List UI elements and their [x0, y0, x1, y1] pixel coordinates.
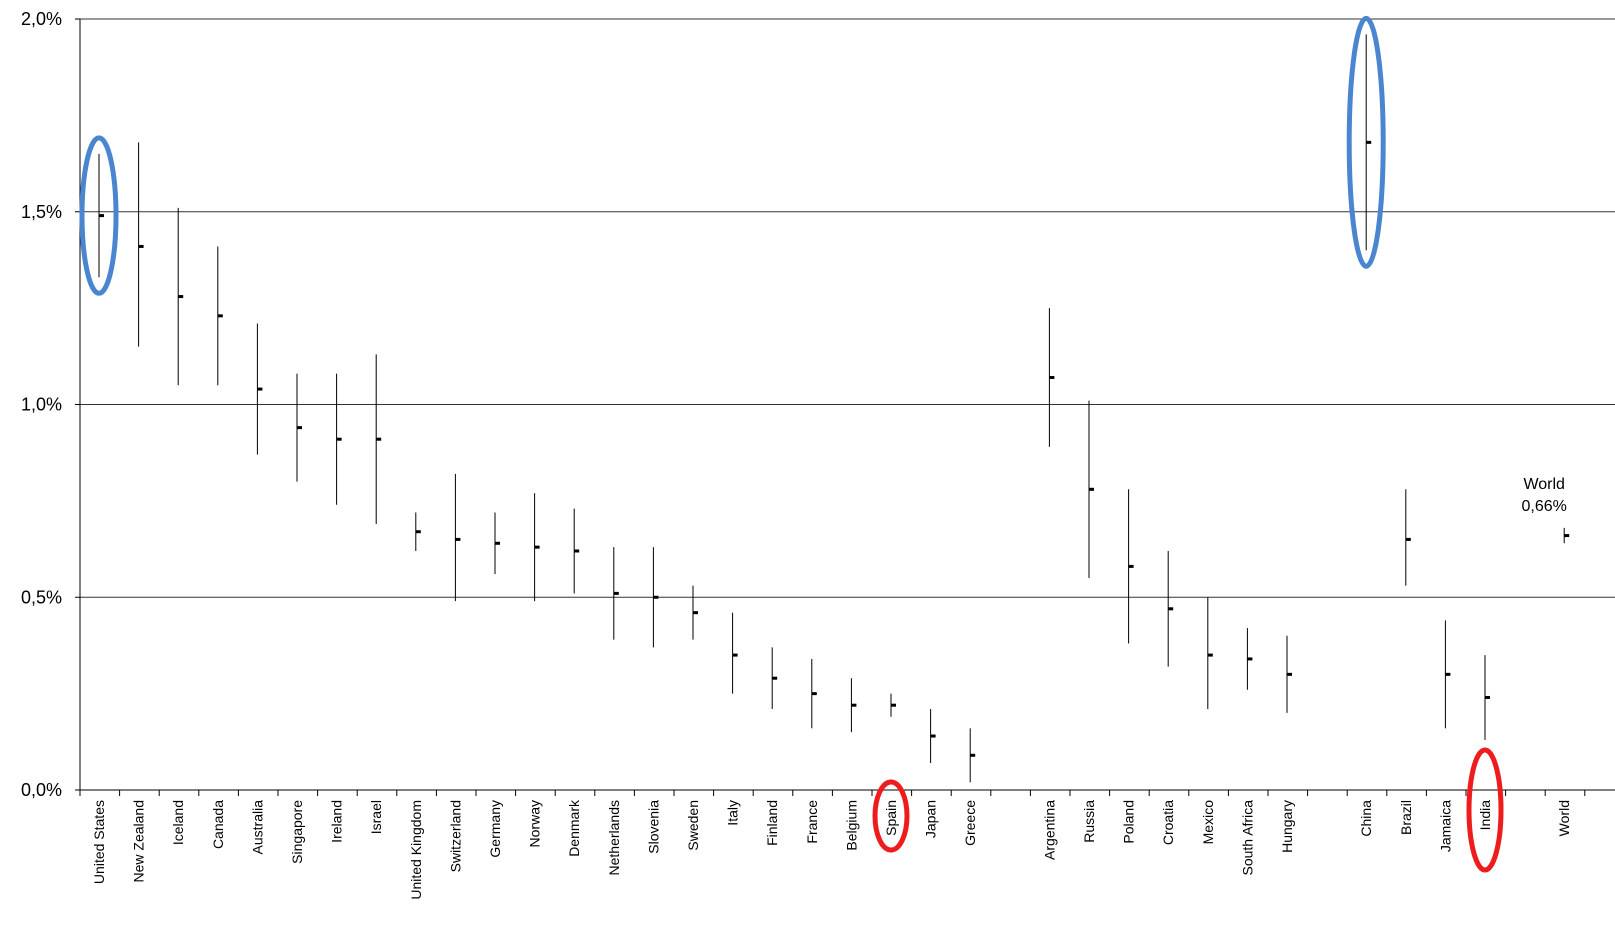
x-tick-label-russia: Russia — [1081, 800, 1097, 843]
point-marker-hungary — [1287, 672, 1292, 676]
point-marker-china — [1366, 140, 1372, 144]
point-marker-ireland — [336, 437, 342, 441]
annotations: World 0,66% — [1522, 476, 1567, 515]
x-tick-label-iceland: Iceland — [170, 800, 186, 845]
point-marker-canada — [217, 314, 223, 318]
x-tick-label-sweden: Sweden — [685, 800, 701, 851]
gridlines — [80, 18, 1615, 598]
highlight-ellipses — [79, 15, 1504, 873]
x-tick-label-china: China — [1358, 800, 1374, 837]
y-tick-labels: 0,0% 0,5% 1,0% 1,5% 2,0% — [21, 9, 62, 800]
world-annotation-value: 0,66% — [1522, 498, 1567, 515]
x-tick-label-japan: Japan — [923, 800, 939, 838]
highlight-ellipse-united-states — [79, 135, 119, 296]
point-marker-jamaica — [1445, 672, 1451, 676]
axes — [75, 18, 1615, 796]
x-tick-label-switzerland: Switzerland — [447, 800, 463, 872]
x-tick-label-new-zealand: New Zealand — [131, 800, 147, 883]
x-tick-label-south-africa: South Africa — [1239, 800, 1255, 876]
point-marker-argentina — [1049, 376, 1055, 380]
point-marker-india — [1485, 695, 1490, 699]
point-marker-singapore — [297, 426, 302, 430]
y-tick-label: 0,5% — [21, 587, 62, 607]
x-tick-label-france: France — [804, 800, 820, 844]
x-tick-label-canada: Canada — [210, 800, 226, 849]
x-tick-label-india: India — [1477, 800, 1493, 831]
x-tick-label-world: World — [1556, 800, 1572, 836]
x-tick-label-mexico: Mexico — [1200, 800, 1216, 845]
point-marker-israel — [376, 437, 382, 441]
world-annotation-label: World — [1523, 476, 1565, 493]
point-marker-united-kingdom — [415, 530, 421, 534]
y-tick-label: 2,0% — [21, 9, 62, 29]
point-marker-switzerland — [455, 537, 461, 541]
x-tick-label-finland: Finland — [764, 800, 780, 846]
point-marker-mexico — [1207, 653, 1213, 657]
x-tick-label-italy: Italy — [725, 800, 741, 826]
x-tick-label-australia: Australia — [249, 800, 265, 855]
x-tick-label-united-kingdom: United Kingdom — [408, 800, 424, 900]
x-tick-label-jamaica: Jamaica — [1437, 800, 1453, 852]
x-tick-label-netherlands: Netherlands — [606, 800, 622, 876]
y-tick-label: 0,0% — [21, 780, 62, 800]
error-bars — [98, 34, 1570, 783]
x-tick-label-germany: Germany — [487, 800, 503, 858]
point-marker-russia — [1089, 487, 1094, 491]
x-tick-label-poland: Poland — [1121, 800, 1137, 844]
point-marker-croatia — [1168, 607, 1174, 611]
point-marker-greece — [970, 753, 976, 757]
highlight-ellipse-china — [1346, 15, 1386, 269]
point-marker-denmark — [574, 549, 580, 553]
point-marker-netherlands — [613, 591, 619, 595]
point-marker-sweden — [693, 611, 698, 615]
point-marker-new-zealand — [138, 244, 144, 248]
point-marker-united-states — [99, 214, 104, 218]
point-marker-japan — [930, 734, 936, 738]
x-tick-label-brazil: Brazil — [1398, 800, 1414, 835]
x-tick-label-denmark: Denmark — [566, 799, 582, 857]
point-marker-italy — [732, 653, 738, 657]
x-tick-label-ireland: Ireland — [329, 800, 345, 843]
point-marker-spain — [891, 703, 896, 707]
point-marker-poland — [1128, 564, 1134, 568]
x-tick-label-greece: Greece — [962, 800, 978, 846]
point-marker-belgium — [851, 703, 857, 707]
point-marker-iceland — [178, 295, 184, 299]
highlight-ellipse-india — [1466, 747, 1504, 873]
point-marker-france — [811, 692, 817, 696]
highlight-ellipse-spain — [872, 779, 910, 853]
point-marker-norway — [534, 545, 540, 549]
x-tick-label-israel: Israel — [368, 800, 384, 834]
x-tick-label-slovenia: Slovenia — [645, 800, 661, 854]
x-tick-label-belgium: Belgium — [843, 800, 859, 851]
point-marker-germany — [495, 541, 500, 545]
point-marker-world — [1564, 534, 1570, 538]
x-tick-label-argentina: Argentina — [1041, 800, 1057, 860]
x-tick-label-spain: Spain — [883, 800, 899, 836]
point-marker-brazil — [1405, 537, 1411, 541]
point-marker-slovenia — [653, 595, 659, 599]
x-tick-label-singapore: Singapore — [289, 800, 305, 864]
x-tick-label-croatia: Croatia — [1160, 800, 1176, 845]
y-tick-label: 1,5% — [21, 202, 62, 222]
y-tick-label: 1,0% — [21, 395, 62, 415]
x-tick-label-united-states: United States — [91, 800, 107, 884]
x-tick-labels: United States New Zealand Iceland Canada Aus… — [91, 799, 1572, 900]
x-tick-label-hungary: Hungary — [1279, 800, 1295, 853]
point-marker-south-africa — [1247, 657, 1253, 661]
point-marker-finland — [772, 676, 778, 680]
x-tick-label-norway: Norway — [527, 800, 543, 847]
point-marker-australia — [257, 387, 263, 391]
